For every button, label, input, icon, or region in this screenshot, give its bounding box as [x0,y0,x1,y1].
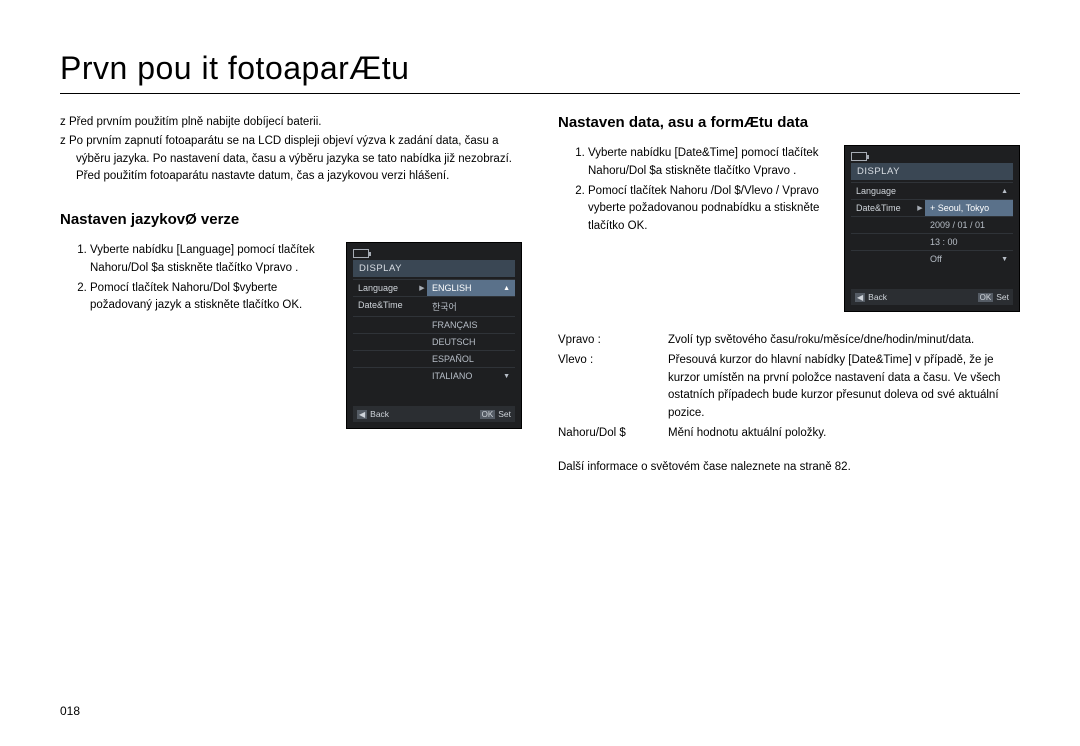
lcd-footer: ◀Back OKSet [851,289,1013,305]
opt-deutsch: DEUTSCH [427,334,515,350]
opt-espanol: ESPAÑOL [427,351,515,367]
opt-francais: FRANÇAIS [427,317,515,333]
val-time: 13 : 00 [925,234,1013,250]
battery-icon [353,249,369,258]
chevron-right-icon: ▶ [419,284,424,292]
step-set-datetime: Pomocí tlačítek Nahoru /Dol $/Vlevo / Vp… [588,183,830,236]
opt-korean: 한국어 [427,297,515,316]
lcd-language-screen: DISPLAY Language ▶ ENGLISH▲ Date&Time 한국… [346,242,522,429]
step-select-datetime: Vyberte nabídku [Date&Time] pomocí tlačí… [588,145,830,181]
chevron-up-icon: ▲ [1001,188,1008,195]
language-steps: Vyberte nabídku [Language] pomocí tlačít… [60,242,332,315]
battery-icon [851,152,867,161]
def-right-val: Zvolí typ světového času/roku/měsíce/dne… [668,332,1020,350]
val-tz: + Seoul, Tokyo [925,200,1013,216]
lcd-footer: ◀Back OKSet [353,406,515,422]
val-date: 2009 / 01 / 01 [925,217,1013,233]
menu-datetime: Date&Time [353,297,417,316]
step-choose-language: Pomocí tlačítek Nahoru/Dol $vyberte poža… [90,280,332,316]
tail-note: Další informace o světovém čase naleznet… [558,461,1020,473]
opt-english: ENGLISH▲ [427,280,515,296]
ok-icon: OK [978,293,994,302]
bullet-charge: Před prvním použitím plně nabijte dobíje… [60,114,522,131]
bullet-first-use: Po prvním zapnutí fotoaparátu se na LCD … [60,133,522,185]
lcd-tab: DISPLAY [851,163,1013,180]
datetime-block: Vyberte nabídku [Date&Time] pomocí tlačí… [558,145,1020,312]
def-updown-key: Nahoru/Dol $ [558,425,668,443]
direction-definitions: Vpravo : Zvolí typ světového času/roku/m… [558,332,1020,443]
menu-language: Language [851,183,915,199]
chevron-down-icon: ▼ [1001,256,1008,263]
step-select-language: Vyberte nabídku [Language] pomocí tlačít… [90,242,332,278]
subheading-language: Nastaven jazykovØ verze [60,211,522,228]
menu-language: Language [353,280,417,296]
chevron-down-icon: ▼ [503,373,510,380]
opt-italiano: ITALIANO▼ [427,368,515,384]
page-number: 018 [60,704,80,718]
lcd-tab: DISPLAY [353,260,515,277]
val-off: Off▼ [925,251,1013,267]
chevron-right-icon: ▶ [917,204,922,212]
content-columns: Před prvním použitím plně nabijte dobíje… [60,114,1020,473]
language-block: Vyberte nabídku [Language] pomocí tlačít… [60,242,522,429]
right-column: Nastaven data, asu a formÆtu data Vybert… [558,114,1020,473]
left-column: Před prvním použitím plně nabijte dobíje… [60,114,522,473]
datetime-steps: Vyberte nabídku [Date&Time] pomocí tlačí… [558,145,830,236]
lcd-datetime-screen: DISPLAY Language ▲ Date&Time ▶ + Seoul, … [844,145,1020,312]
chevron-up-icon: ▲ [503,285,510,292]
def-left-val: Přesouvá kurzor do hlavní nabídky [Date&… [668,352,1020,423]
back-icon: ◀ [855,293,865,302]
subheading-datetime: Nastaven data, asu a formÆtu data [558,114,1020,131]
menu-datetime: Date&Time [851,200,915,216]
def-left-key: Vlevo : [558,352,668,423]
back-icon: ◀ [357,410,367,419]
ok-icon: OK [480,410,496,419]
page-title: Prvn pou it fotoaparÆtu [60,50,1020,94]
def-updown-val: Mění hodnotu aktuální položky. [668,425,1020,443]
def-right-key: Vpravo : [558,332,668,350]
